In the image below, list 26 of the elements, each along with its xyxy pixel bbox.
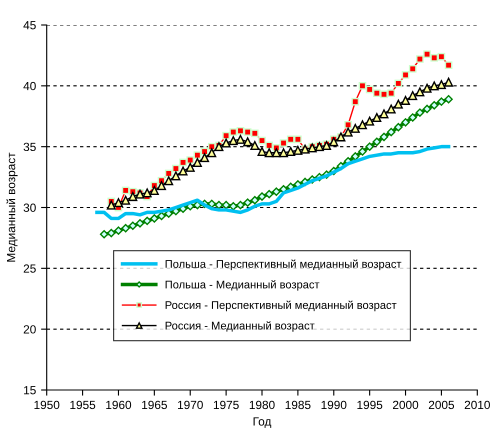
legend-label: Россия - Перспективный медианный возраст <box>166 300 396 312</box>
y-tick-label: 25 <box>24 264 36 273</box>
x-tick-label: 2005 <box>428 400 454 410</box>
y-tick-label: 15 <box>24 386 36 394</box>
y-tick-label: 40 <box>23 82 36 90</box>
legend-label: Польша - Медианный возраст <box>166 280 320 291</box>
x-tick-label: 1955 <box>70 400 96 410</box>
x-tick-label: 1985 <box>286 400 311 410</box>
x-tick-label: 1950 <box>34 400 60 410</box>
x-tick-label: 2000 <box>392 400 418 410</box>
x-tick-label: 1965 <box>142 400 167 410</box>
y-tick-label: 35 <box>24 142 36 152</box>
y-tick-label: 45 <box>23 21 36 30</box>
y-tick-label: 30 <box>24 204 36 212</box>
x-tick-label: 1980 <box>250 400 275 410</box>
x-tick-label: 2010 <box>464 400 490 410</box>
legend-label: Польша - Перспективный медианный возраст <box>166 260 402 270</box>
x-tick-label: 1990 <box>322 400 346 410</box>
x-tick-label: 1995 <box>357 400 382 410</box>
x-axis-title: Год <box>254 417 272 428</box>
y-axis-title: Медианный возраст <box>6 152 18 262</box>
x-tick-label: 1970 <box>178 400 203 410</box>
x-tick-label: 1975 <box>214 400 239 410</box>
y-tick-label: 20 <box>24 325 36 334</box>
x-tick-label: 1960 <box>106 400 132 410</box>
legend-label: Россия - Медианный возраст <box>166 321 315 332</box>
